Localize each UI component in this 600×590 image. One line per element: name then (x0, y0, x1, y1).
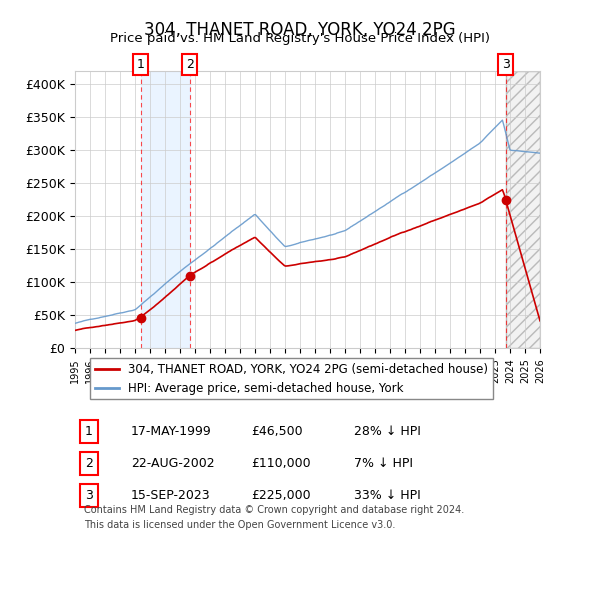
Text: Price paid vs. HM Land Registry's House Price Index (HPI): Price paid vs. HM Land Registry's House … (110, 32, 490, 45)
Text: 1: 1 (85, 425, 93, 438)
Text: 3: 3 (85, 489, 93, 502)
Text: 2: 2 (85, 457, 93, 470)
Legend: 304, THANET ROAD, YORK, YO24 2PG (semi-detached house), HPI: Average price, semi: 304, THANET ROAD, YORK, YO24 2PG (semi-d… (90, 358, 493, 399)
Text: 1: 1 (137, 58, 145, 71)
Bar (140, 71, 190, 349)
Text: 7% ↓ HPI: 7% ↓ HPI (354, 457, 413, 470)
Bar (506, 71, 540, 349)
Text: This data is licensed under the Open Government Licence v3.0.: This data is licensed under the Open Gov… (84, 520, 395, 530)
Text: 3: 3 (502, 58, 509, 71)
Text: £46,500: £46,500 (252, 425, 304, 438)
Text: 22-AUG-2002: 22-AUG-2002 (131, 457, 214, 470)
Text: Contains HM Land Registry data © Crown copyright and database right 2024.: Contains HM Land Registry data © Crown c… (84, 505, 464, 515)
Text: 33% ↓ HPI: 33% ↓ HPI (354, 489, 421, 502)
Text: £110,000: £110,000 (252, 457, 311, 470)
Text: 2: 2 (185, 58, 194, 71)
Text: 28% ↓ HPI: 28% ↓ HPI (354, 425, 421, 438)
Text: 15-SEP-2023: 15-SEP-2023 (131, 489, 211, 502)
Text: £225,000: £225,000 (252, 489, 311, 502)
Text: 17-MAY-1999: 17-MAY-1999 (131, 425, 212, 438)
Bar (506, 71, 540, 349)
Text: 304, THANET ROAD, YORK, YO24 2PG: 304, THANET ROAD, YORK, YO24 2PG (144, 21, 456, 39)
